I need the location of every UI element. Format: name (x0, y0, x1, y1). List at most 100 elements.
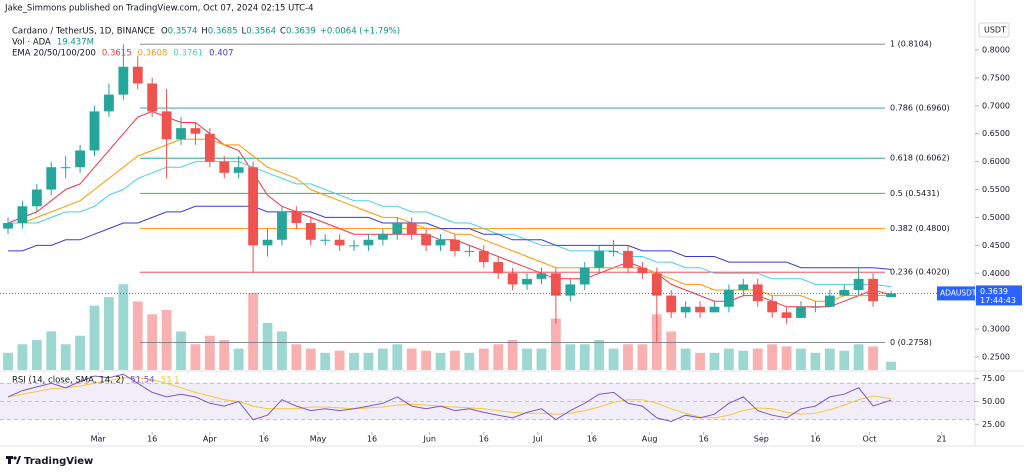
candle-body (248, 167, 259, 246)
candle-body (868, 278, 878, 302)
symbol: Cardano / TetherUS, 1D, BINANCE (12, 27, 155, 37)
volume-bar (435, 352, 446, 370)
ema-title: EMA 20/50/100/200 (12, 49, 96, 59)
ema-line (7, 110, 892, 308)
ema-value: 0.3615 (102, 49, 132, 59)
x-tick-label: Apr (203, 435, 218, 444)
candle-body (637, 267, 648, 274)
x-tick-label: 21 (936, 435, 946, 444)
y-tick-label: 0.4000 (982, 269, 1010, 278)
candle-body (853, 278, 864, 291)
candle-body (349, 245, 359, 247)
x-tick-label: Jun (422, 435, 436, 444)
x-tick-label: 16 (367, 435, 377, 444)
countdown: 17:44:43 (980, 296, 1016, 305)
volume-bar (392, 344, 403, 370)
volume-bar (579, 344, 590, 370)
y-tick-label: 0.7000 (982, 101, 1010, 110)
symbol-tag: ADAUSDT (940, 288, 977, 297)
volume-bar (507, 340, 518, 370)
volume-bar (233, 348, 244, 370)
candle-body (3, 223, 13, 229)
volume-bar (853, 344, 864, 370)
volume-bar (550, 318, 561, 370)
ema-line (8, 205, 892, 270)
x-tick-label: Aug (642, 435, 658, 444)
x-tick-label: Sep (754, 435, 769, 444)
candle-body (377, 234, 388, 240)
volume-bar (334, 350, 345, 370)
volume-bar (637, 344, 648, 370)
candle-body (60, 167, 71, 169)
volume-bar (3, 352, 13, 370)
ohlc-value: 0.3564 (246, 27, 276, 37)
candle-body (89, 111, 100, 151)
candle-body (262, 239, 273, 246)
rsi-value: 51.54 (130, 376, 154, 386)
volume-value: 19.437M (57, 38, 94, 48)
candle-body (334, 239, 345, 246)
ema-value: 0.3608 (138, 49, 168, 59)
candle-body (623, 250, 633, 268)
volume-bar (695, 352, 705, 370)
ema-value: 0.407 (209, 49, 233, 59)
volume-bar (522, 348, 532, 370)
rsi-line (7, 373, 892, 423)
volume-bar (450, 350, 460, 370)
volume-bar (796, 348, 806, 370)
volume-bar (349, 352, 359, 370)
candle-body (666, 295, 677, 313)
volume-bar (406, 348, 417, 370)
candle-body (594, 250, 605, 268)
candle-body (796, 306, 806, 318)
y-tick-label: 0.3000 (982, 325, 1010, 334)
volume-bar (161, 310, 172, 370)
fib-label: 0.5 (0.5431) (890, 189, 940, 198)
volume-bar (291, 344, 302, 370)
y-tick-label: 0.5500 (982, 185, 1010, 194)
candle-body (392, 223, 403, 235)
volume-bar (464, 352, 475, 370)
x-tick-label: 16 (810, 435, 820, 444)
candle-body (478, 250, 489, 263)
x-tick-label: 16 (699, 435, 709, 444)
candle-body (104, 94, 114, 112)
volume-bar (868, 346, 878, 370)
volume-bar (421, 350, 432, 370)
price-tag: 0.3639 (980, 287, 1008, 296)
volume-bar (176, 331, 186, 370)
change: +0.0064 (+1.79%) (320, 27, 400, 37)
volume-bar (204, 335, 215, 370)
y-tick-label: 0.7500 (982, 73, 1010, 82)
x-tick-label: 16 (147, 435, 157, 444)
ohlc-value: 0.3639 (286, 27, 316, 37)
candle-body (651, 273, 662, 296)
volume-bar (277, 331, 287, 370)
candle-body (161, 111, 172, 140)
brand-logo (6, 456, 21, 464)
volume-bar (132, 301, 143, 370)
candle-body (363, 239, 374, 246)
candle-body (118, 66, 129, 95)
candle-body (680, 306, 691, 313)
candle-body (507, 273, 518, 285)
candle-body (608, 250, 619, 252)
volume-bar (190, 344, 201, 370)
candle-body (320, 239, 331, 241)
candle-body (709, 306, 720, 313)
candle-body (781, 312, 792, 318)
candle-body (406, 223, 417, 235)
ohlc-letter: O (161, 27, 168, 37)
candle-body (522, 278, 532, 285)
candle-body (17, 206, 28, 224)
volume-bar (723, 348, 734, 370)
candle-body (824, 295, 835, 307)
candle-body (132, 66, 143, 84)
volume-bar (46, 331, 57, 370)
fib-label: 1 (0.8104) (890, 40, 932, 49)
volume-bar (781, 346, 792, 370)
candle-body (450, 239, 460, 251)
candle-body (695, 306, 705, 313)
ohlc-letter: L (242, 27, 247, 37)
